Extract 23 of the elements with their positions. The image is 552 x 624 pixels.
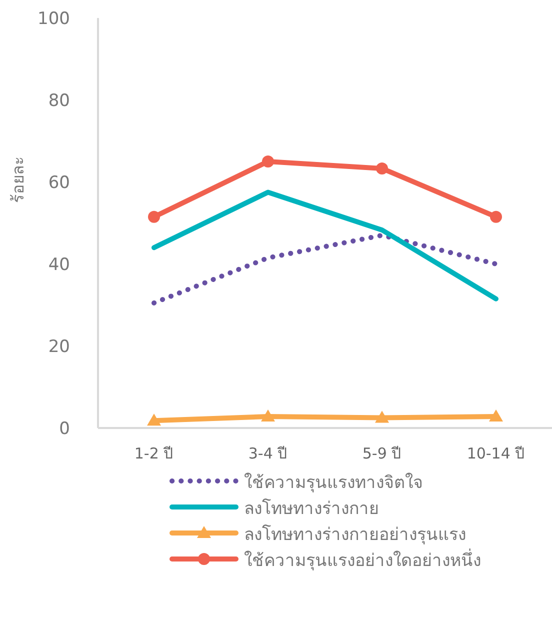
legend-label: ใช้ความรุนแรงอย่างใดอย่างหนึ่ง	[244, 548, 481, 572]
y-tick-label: 100	[38, 9, 70, 30]
y-tick-label: 20	[48, 337, 70, 358]
y-tick-label: 60	[48, 173, 70, 194]
y-tick-label: 40	[48, 255, 70, 276]
y-tick-label: 0	[59, 419, 70, 440]
x-tick-label: 10-14 ปี	[466, 444, 526, 463]
point	[489, 410, 503, 422]
y-tick-label: 80	[48, 91, 70, 112]
x-tick-label: 3-4 ปี	[248, 444, 288, 463]
point	[148, 210, 160, 223]
point	[147, 414, 161, 426]
point	[375, 410, 389, 423]
x-tick-label: 5-9 ปี	[362, 444, 402, 463]
point	[490, 210, 502, 223]
legend-label: ลงโทษทางร่างกายอย่างรุนแรง	[244, 524, 466, 546]
y-axis-title: ร้อยละ	[8, 156, 28, 203]
legend-label: ลงโทษทางร่างกาย	[244, 498, 379, 520]
x-tick-label: 1-2 ปี	[134, 444, 174, 463]
legend-label: ใช้ความรุนแรงทางจิตใจ	[244, 472, 423, 494]
point	[261, 410, 275, 422]
point	[262, 156, 274, 168]
point	[376, 162, 388, 174]
